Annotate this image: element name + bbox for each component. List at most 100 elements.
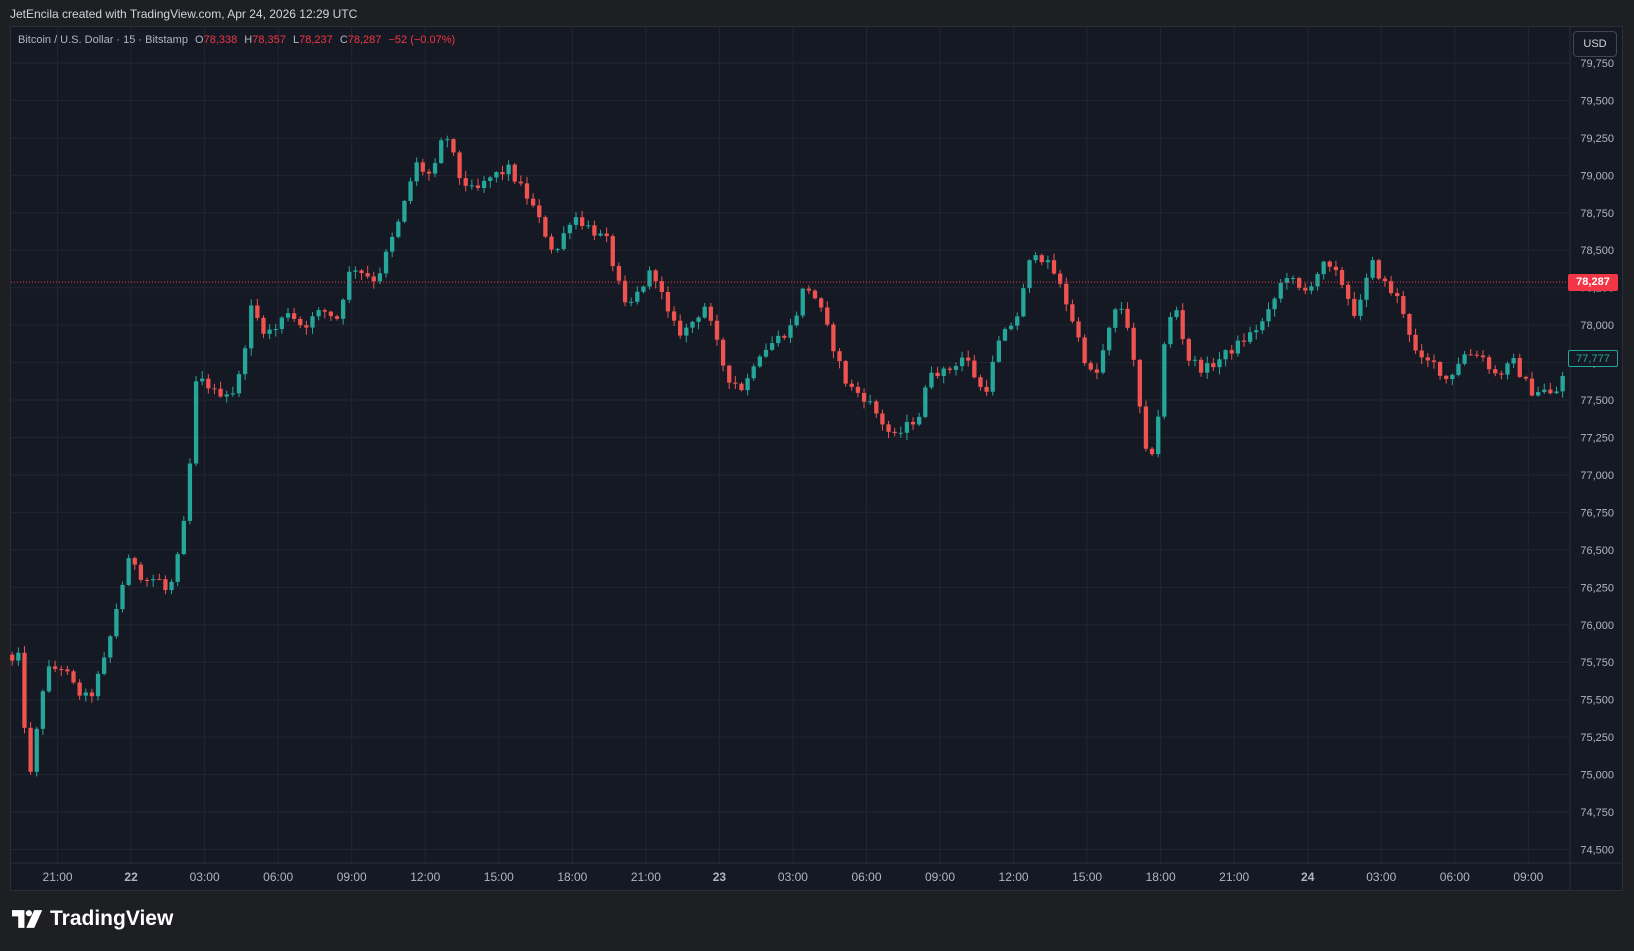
candle-down (733, 382, 738, 384)
candles (10, 135, 1565, 777)
candle-up (187, 463, 193, 521)
candle-up (1450, 374, 1455, 380)
candle-down (1407, 313, 1412, 335)
close-label: C (339, 34, 348, 46)
candle-up (1192, 359, 1198, 361)
candle-down (261, 317, 266, 334)
candle-up (181, 520, 186, 555)
candle-up (267, 329, 272, 334)
candle-down (886, 424, 891, 432)
candle-up (1223, 350, 1228, 360)
candle-up (1021, 288, 1026, 317)
candle-down (1339, 270, 1345, 285)
low-value: 78,237 (299, 34, 333, 46)
candle-up (193, 381, 199, 464)
candle-up (126, 558, 131, 585)
x-tick-label: 06:00 (1440, 870, 1470, 884)
y-tick-label: 76,250 (1580, 582, 1614, 594)
close-value: 78,287 (347, 34, 382, 46)
candle-up (868, 401, 873, 403)
symbol-label[interactable]: Bitcoin / U.S. Dollar · 15 · Bitstamp (18, 34, 188, 46)
y-tick-label: 75,750 (1580, 657, 1614, 669)
candle-down (665, 291, 671, 312)
candle-down (671, 311, 677, 321)
candle-down (837, 351, 842, 362)
candle-up (224, 394, 229, 397)
candle-down (880, 413, 885, 425)
candle-down (1076, 321, 1081, 338)
low-label: L (292, 34, 300, 46)
candle-up (175, 554, 180, 582)
candle-down (1143, 406, 1149, 449)
candle-down (739, 383, 744, 391)
candle-up (702, 306, 707, 318)
candle-down (1137, 359, 1142, 407)
candle-up (647, 270, 652, 287)
chart-frame[interactable] (10, 26, 1623, 891)
y-tick-label: 79,250 (1580, 133, 1614, 145)
candle-down (592, 225, 597, 236)
candle-down (1413, 334, 1418, 351)
candle-down (1186, 339, 1191, 361)
y-tick-label: 78,000 (1580, 320, 1614, 332)
candle-up (273, 329, 278, 331)
tradingview-brand[interactable]: TradingView (12, 907, 173, 931)
candle-up (929, 372, 934, 388)
y-tick-label: 76,000 (1580, 620, 1614, 632)
candle-down (1548, 389, 1553, 394)
candle-up (1266, 309, 1271, 322)
candle-down (659, 281, 664, 292)
brand-name: TradingView (50, 907, 174, 930)
candle-down (322, 310, 327, 312)
candle-down (610, 236, 615, 267)
candle-down (708, 306, 713, 321)
candle-up (641, 286, 646, 292)
candle-down (132, 558, 137, 565)
candle-up (1235, 340, 1240, 354)
y-tick-label: 79,750 (1580, 58, 1614, 70)
x-tick-label: 21:00 (1219, 870, 1249, 884)
x-tick-label: 22 (124, 870, 138, 884)
candle-down (1039, 255, 1044, 263)
candle-down (71, 671, 76, 683)
y-tick-label: 76,750 (1580, 507, 1614, 519)
candle-down (291, 313, 297, 319)
tradingview-logo-icon (12, 910, 43, 928)
candle-up (757, 356, 763, 367)
candle-up (40, 691, 46, 729)
x-tick-label: 03:00 (190, 870, 220, 884)
candle-up (1027, 260, 1032, 289)
candle-down (855, 386, 861, 393)
candle-up (1554, 391, 1559, 394)
candle-up (684, 327, 689, 336)
candle-up (555, 249, 560, 251)
candle-down (910, 421, 916, 425)
candle-down (28, 727, 33, 772)
candle-down (65, 669, 70, 672)
candle-up (1309, 286, 1314, 291)
candle-up (1015, 316, 1020, 326)
candle-up (114, 609, 119, 637)
y-tick-label: 77,000 (1580, 470, 1614, 482)
candle-up (1113, 309, 1118, 328)
candle-up (1272, 298, 1277, 310)
candle-up (898, 432, 903, 434)
candle-up (745, 378, 750, 391)
candle-down (1241, 340, 1247, 342)
candle-down (77, 682, 82, 696)
candle-up (341, 299, 346, 319)
currency-button[interactable]: USD (1573, 31, 1617, 57)
candle-down (812, 290, 818, 299)
candle-up (1205, 363, 1210, 373)
y-tick-label: 74,750 (1580, 807, 1614, 819)
x-tick-label: 21:00 (631, 870, 661, 884)
candle-down (457, 152, 462, 179)
candle-up (494, 172, 499, 178)
x-tick-label: 09:00 (1513, 870, 1543, 884)
x-tick-label: 03:00 (1366, 870, 1396, 884)
candle-up (923, 387, 928, 417)
candle-down (978, 377, 983, 387)
x-tick-label: 09:00 (337, 870, 367, 884)
candle-down (138, 564, 144, 580)
